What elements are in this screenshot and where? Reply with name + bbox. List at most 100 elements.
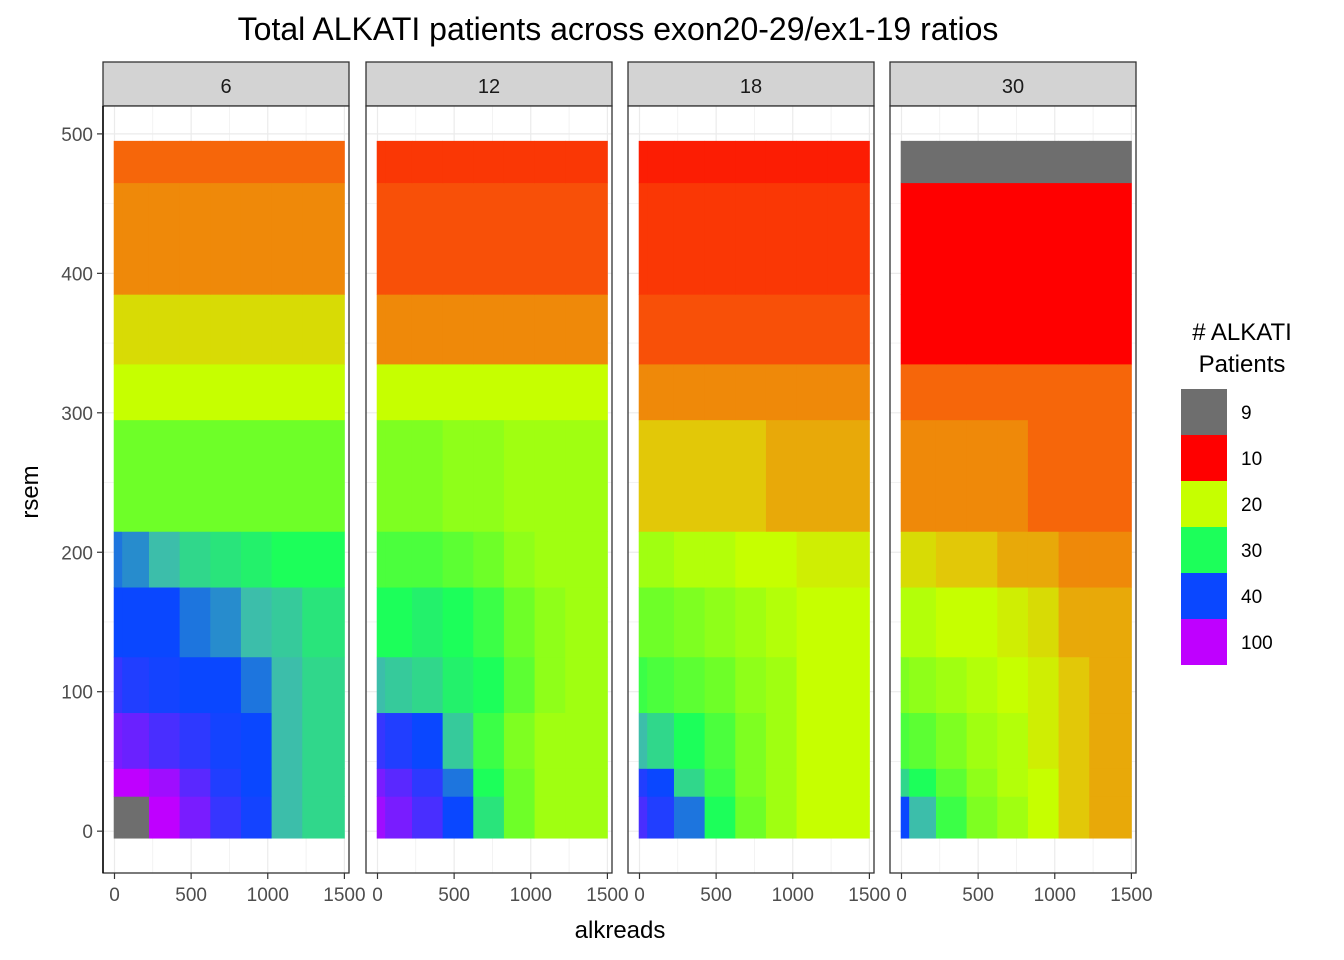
heatmap-tile bbox=[376, 294, 386, 365]
x-tick-label: 1500 bbox=[1110, 885, 1152, 906]
heatmap-tile bbox=[827, 587, 870, 658]
heatmap-tile bbox=[148, 656, 181, 714]
heatmap-tile bbox=[1027, 712, 1059, 769]
legend-label: 20 bbox=[1241, 495, 1262, 516]
heatmap-tile bbox=[704, 363, 736, 421]
heatmap-tile bbox=[271, 363, 303, 421]
heatmap-tile bbox=[647, 587, 675, 658]
heatmap-tile bbox=[827, 768, 870, 797]
heatmap-tile bbox=[735, 656, 767, 714]
heatmap-tiles bbox=[638, 140, 870, 839]
heatmap-tile bbox=[122, 531, 150, 588]
heatmap-tile bbox=[302, 419, 345, 532]
heatmap-tile bbox=[1027, 182, 1059, 295]
heatmap-tiles bbox=[376, 140, 608, 839]
heatmap-tile bbox=[179, 140, 211, 184]
heatmap-tile bbox=[473, 656, 505, 714]
heatmap-tile bbox=[179, 796, 211, 839]
heatmap-tile bbox=[179, 656, 211, 714]
legend-key bbox=[1181, 481, 1227, 527]
heatmap-tile bbox=[735, 712, 767, 769]
heatmap-tile bbox=[704, 712, 736, 769]
heatmap-tile bbox=[179, 419, 211, 532]
legend-title: # ALKATI bbox=[1192, 319, 1292, 346]
heatmap-tile bbox=[900, 363, 910, 421]
heatmap-tile bbox=[966, 712, 998, 769]
legend-title: Patients bbox=[1199, 351, 1286, 378]
heatmap-tile bbox=[503, 363, 535, 421]
heatmap-tile bbox=[735, 140, 767, 184]
heatmap-tile bbox=[997, 712, 1029, 769]
heatmap-tile bbox=[827, 182, 870, 295]
heatmap-tile bbox=[302, 531, 345, 588]
heatmap-tile bbox=[909, 796, 937, 839]
heatmap-tile bbox=[966, 587, 998, 658]
legend-label: 100 bbox=[1241, 633, 1273, 654]
heatmap-tile bbox=[148, 419, 181, 532]
heatmap-tile bbox=[122, 712, 150, 769]
heatmap-tile bbox=[240, 712, 272, 769]
heatmap-tile bbox=[122, 796, 150, 839]
facet-panel: 12 0 500 1000 1500 bbox=[365, 61, 629, 906]
heatmap-tile bbox=[122, 182, 150, 295]
heatmap-tile bbox=[1027, 768, 1059, 797]
heatmap-tile bbox=[704, 768, 736, 797]
heatmap-tile bbox=[827, 363, 870, 421]
heatmap-tile bbox=[442, 656, 474, 714]
heatmap-tile bbox=[765, 712, 797, 769]
heatmap-tile bbox=[638, 182, 648, 295]
heatmap-tile bbox=[376, 712, 386, 769]
heatmap-tile bbox=[122, 363, 150, 421]
heatmap-tile bbox=[442, 712, 474, 769]
heatmap-tile bbox=[997, 768, 1029, 797]
heatmap-tile bbox=[385, 419, 413, 532]
heatmap-tile bbox=[647, 796, 675, 839]
heatmap-tile bbox=[735, 531, 767, 588]
heatmap-tile bbox=[827, 712, 870, 769]
heatmap-tile bbox=[122, 768, 150, 797]
heatmap-tile bbox=[673, 712, 706, 769]
heatmap-tile bbox=[673, 656, 706, 714]
heatmap-tile bbox=[271, 796, 303, 839]
heatmap-tile bbox=[565, 182, 608, 295]
heatmap-tile bbox=[385, 587, 413, 658]
heatmap-tile bbox=[909, 656, 937, 714]
x-tick-label: 500 bbox=[700, 885, 732, 906]
heatmap-tile bbox=[909, 363, 937, 421]
heatmap-tile bbox=[148, 140, 181, 184]
heatmap-tile bbox=[503, 656, 535, 714]
heatmap-tile bbox=[271, 294, 303, 365]
heatmap-tile bbox=[503, 419, 535, 532]
heatmap-tile bbox=[179, 587, 211, 658]
heatmap-tile bbox=[210, 182, 242, 295]
facet-panels: 6 0 500 1000 1500 12 0 500 1000 1500 18 0 500 1000 150… bbox=[102, 61, 1153, 906]
heatmap-tile bbox=[302, 140, 345, 184]
heatmap-tile bbox=[534, 419, 566, 532]
heatmap-tile bbox=[909, 419, 937, 532]
heatmap-tile bbox=[1089, 419, 1132, 532]
heatmap-tile bbox=[534, 587, 566, 658]
legend-label: 9 bbox=[1241, 403, 1252, 424]
heatmap-tile bbox=[765, 294, 797, 365]
heatmap-tile bbox=[647, 712, 675, 769]
heatmap-tile bbox=[271, 587, 303, 658]
heatmap-tile bbox=[376, 656, 386, 714]
heatmap-tile bbox=[240, 419, 272, 532]
panel-border bbox=[889, 105, 1137, 874]
heatmap-tile bbox=[240, 140, 272, 184]
heatmap-tile bbox=[796, 140, 828, 184]
heatmap-tile bbox=[113, 656, 123, 714]
heatmap-tile bbox=[148, 294, 181, 365]
heatmap-tile bbox=[113, 531, 123, 588]
heatmap-tile bbox=[704, 419, 736, 532]
heatmap-tile bbox=[376, 363, 386, 421]
facet-panel: 6 0 500 1000 1500 bbox=[102, 61, 366, 906]
heatmap-tile bbox=[473, 294, 505, 365]
heatmap-tile bbox=[565, 294, 608, 365]
heatmap-tile bbox=[673, 768, 706, 797]
heatmap-tile bbox=[827, 656, 870, 714]
heatmap-tile bbox=[210, 363, 242, 421]
heatmap-tile bbox=[966, 294, 998, 365]
heatmap-tile bbox=[935, 587, 968, 658]
heatmap-tile bbox=[210, 656, 242, 714]
